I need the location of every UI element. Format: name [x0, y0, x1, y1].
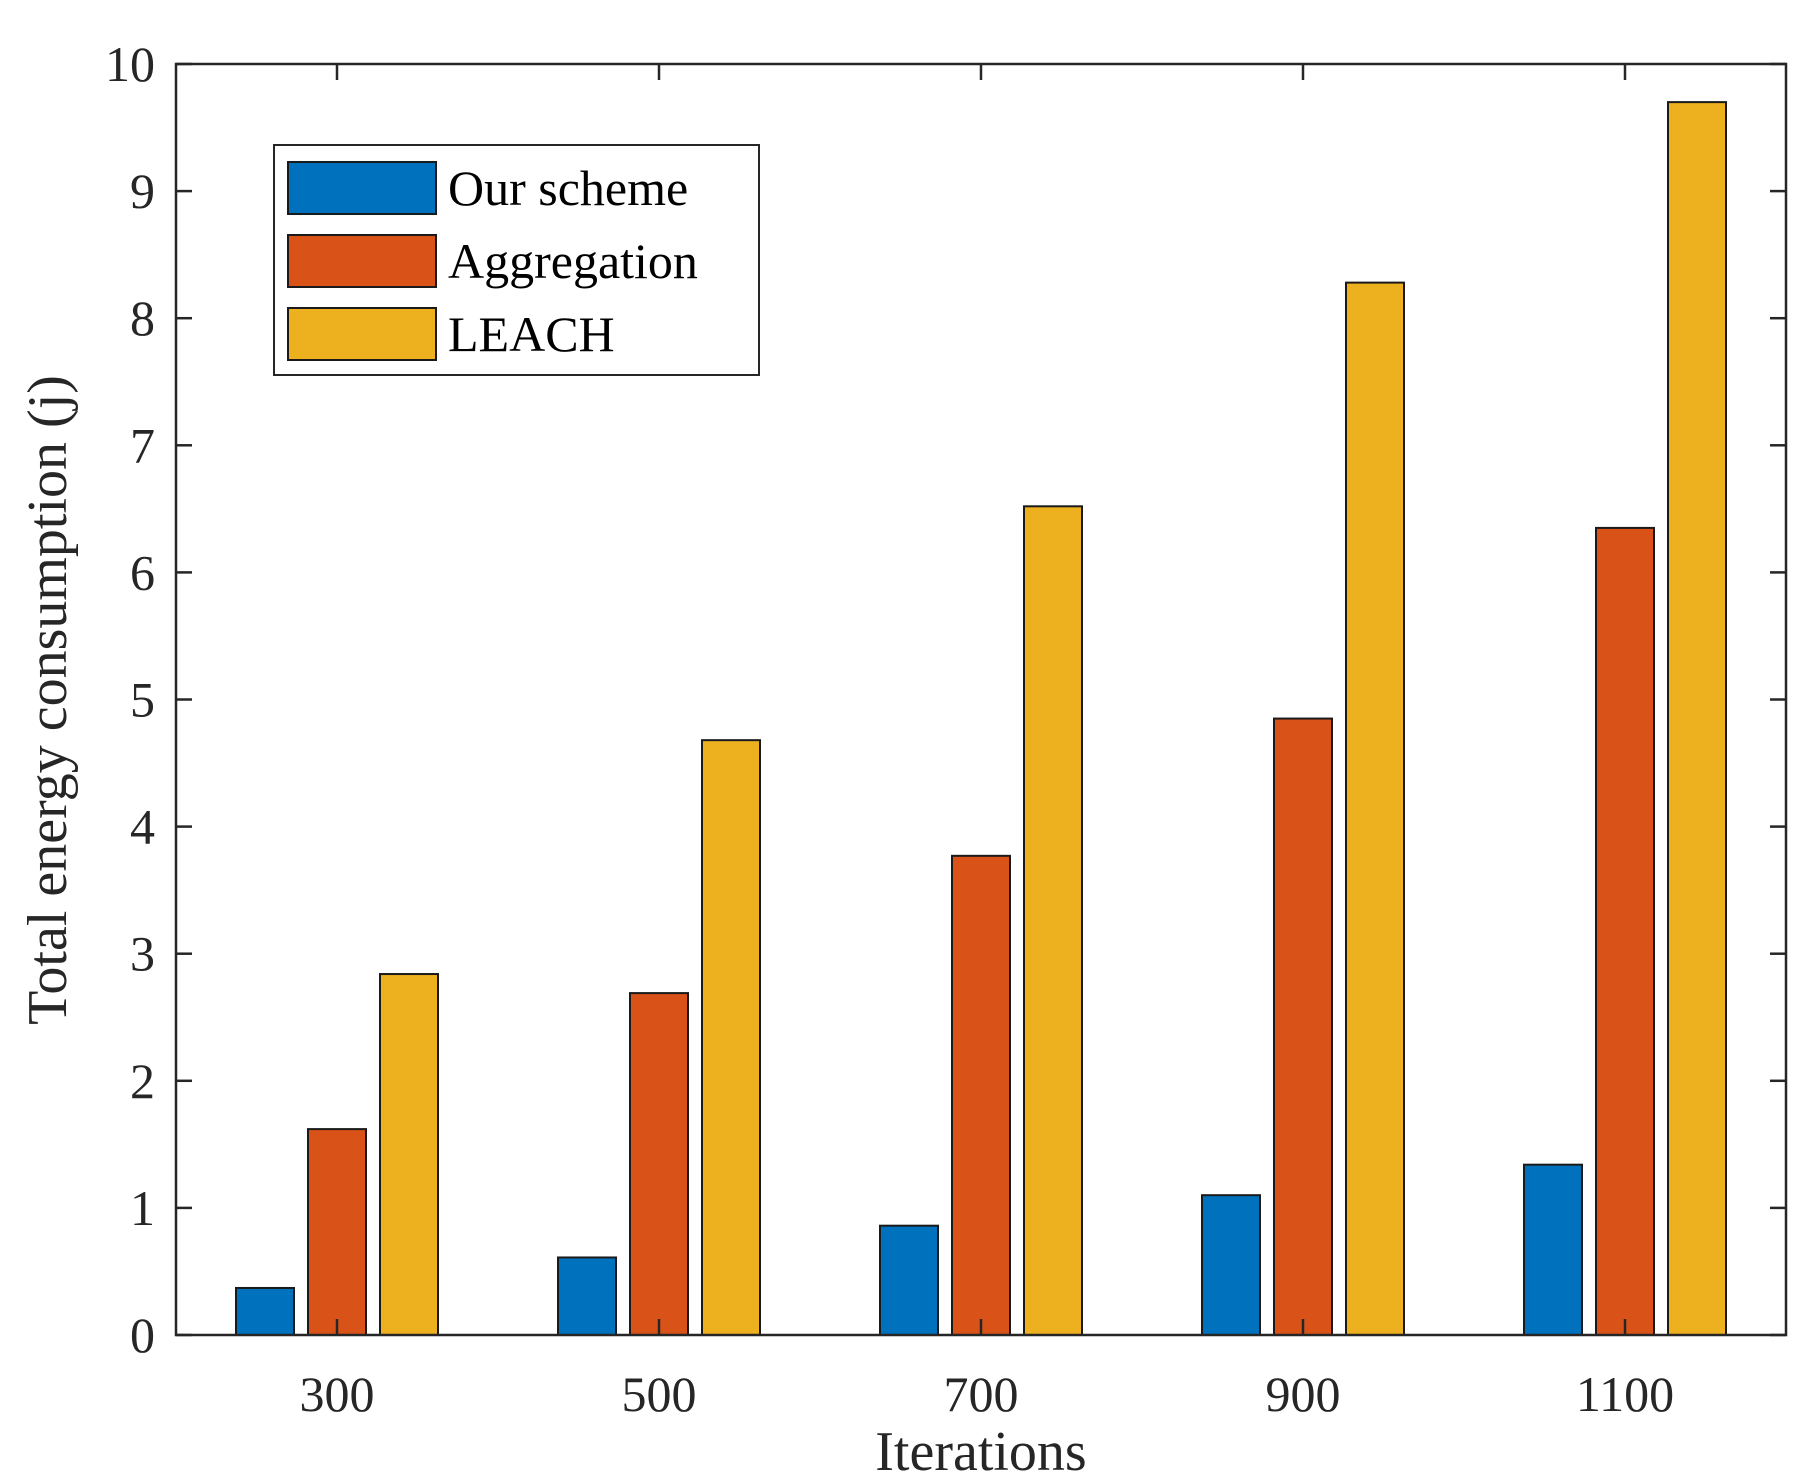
legend-swatch-leach: [287, 307, 437, 361]
y-tick-label-6: 6: [130, 544, 155, 600]
x-axis-title: Iterations: [875, 1421, 1086, 1483]
ticks-layer: [176, 62, 1786, 1337]
y-tick-label-8: 8: [130, 290, 155, 346]
bar-leach-300: [379, 973, 439, 1336]
bar-our-scheme-1100: [1523, 1163, 1583, 1337]
x-tick-label-500: 500: [622, 1366, 697, 1422]
bar-leach-1100: [1667, 101, 1727, 1336]
bar-leach-500: [701, 739, 761, 1336]
y-tick-label-5: 5: [130, 672, 155, 728]
legend-label-our-scheme: Our scheme: [448, 160, 688, 216]
y-tick-label-0: 0: [130, 1307, 155, 1363]
bar-aggregation-700: [951, 854, 1011, 1336]
bar-our-scheme-300: [235, 1286, 295, 1337]
x-tick-label-700: 700: [944, 1366, 1019, 1422]
legend-swatch-our-scheme: [287, 161, 437, 215]
y-tick-label-2: 2: [130, 1053, 155, 1109]
bar-aggregation-900: [1273, 717, 1333, 1336]
x-tick-label-300: 300: [300, 1366, 375, 1422]
y-tick-label-7: 7: [130, 417, 155, 473]
legend: Our scheme Aggregation LEACH: [273, 144, 760, 376]
y-tick-label-10: 10: [105, 36, 155, 92]
legend-label-leach: LEACH: [448, 306, 615, 362]
bar-aggregation-500: [629, 992, 689, 1336]
legend-swatch-aggregation: [287, 234, 437, 288]
bar-our-scheme-900: [1201, 1194, 1261, 1336]
y-tick-label-1: 1: [130, 1180, 155, 1236]
y-tick-label-3: 3: [130, 926, 155, 982]
y-tick-label-4: 4: [130, 799, 155, 855]
x-tick-label-1100: 1100: [1576, 1366, 1674, 1422]
bar-aggregation-300: [307, 1128, 367, 1337]
bar-our-scheme-500: [557, 1256, 617, 1336]
bar-leach-700: [1023, 505, 1083, 1337]
bar-aggregation-1100: [1595, 526, 1655, 1336]
plot-frame: [174, 62, 1788, 1337]
legend-label-aggregation: Aggregation: [448, 233, 698, 289]
bar-leach-900: [1345, 281, 1405, 1336]
y-axis-title: Total energy consumption (j): [17, 375, 79, 1025]
y-tick-label-9: 9: [130, 163, 155, 219]
bar-our-scheme-700: [879, 1224, 939, 1336]
x-tick-label-900: 900: [1266, 1366, 1341, 1422]
bars-layer: [235, 101, 1727, 1337]
tick-labels-layer: 300 500 700 900 1100 0 1 2 3 4 5 6 7 8 9 10: [105, 36, 1674, 1422]
